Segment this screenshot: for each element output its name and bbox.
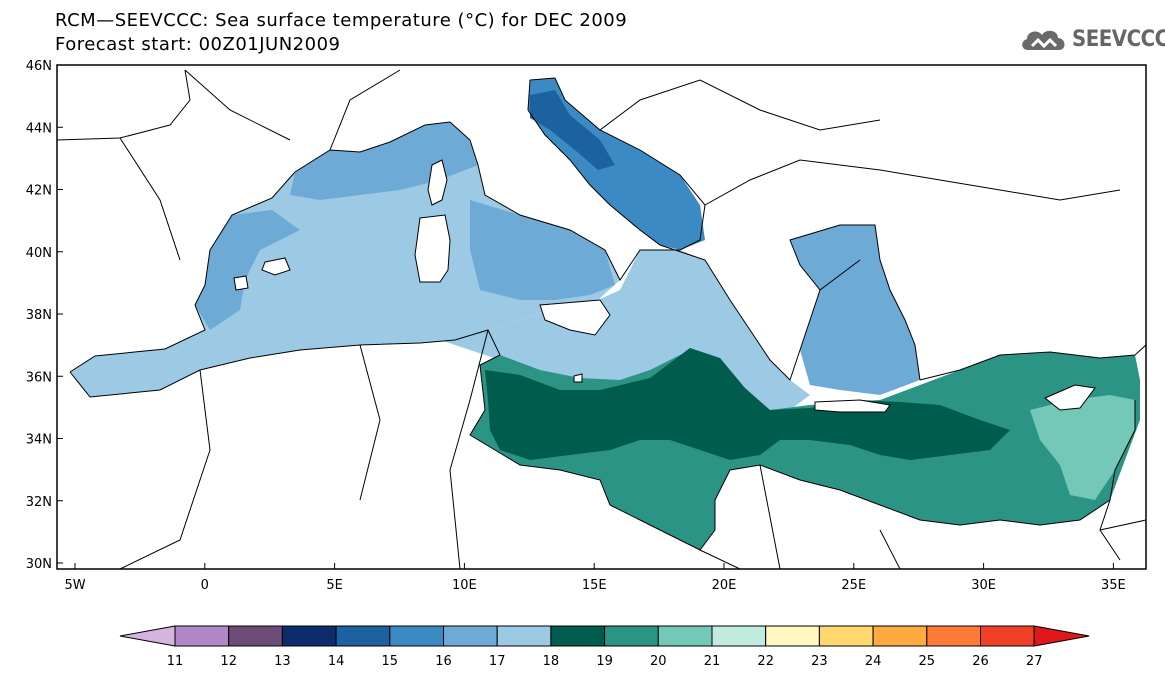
colorbar-swatch [818, 625, 874, 647]
lat-label: 42N [26, 184, 52, 199]
colorbar-swatch [657, 625, 713, 647]
map-frame [56, 64, 1147, 570]
colorbar-swatch [281, 625, 337, 647]
sea-temperature-field [70, 78, 1140, 550]
colorbar-label: 20 [650, 654, 667, 669]
lat-label: 30N [26, 557, 52, 572]
colorbar-label: 27 [1026, 654, 1043, 669]
colorbar-label: 11 [167, 654, 184, 669]
colorbar-label: 18 [543, 654, 560, 669]
sst-region-tyrrhenian [470, 200, 615, 300]
colorbar-label: 21 [704, 654, 721, 669]
colorbar-swatch [550, 625, 606, 647]
lat-label: 34N [26, 433, 52, 448]
lat-label: 44N [26, 121, 52, 136]
malta-island [573, 373, 583, 383]
sst-region-levant [1030, 395, 1135, 500]
colorbar: 11 12 13 14 15 16 17 18 19 20 21 22 23 24 25 26 27 [119, 625, 1090, 669]
seevccc-logo: SEEVCCC [1018, 24, 1165, 54]
france-italy-coastline [294, 77, 706, 281]
colorbar-label: 23 [811, 654, 828, 669]
latitude-axis: 46N 44N 42N 40N 38N 36N 34N 32N 30N [26, 59, 63, 572]
colorbar-swatch [980, 625, 1035, 647]
corsica-island [427, 159, 448, 206]
colorbar-label: 13 [274, 654, 291, 669]
cloud-icon [1022, 30, 1065, 50]
lon-label: 15E [582, 578, 607, 593]
lat-label: 46N [26, 59, 52, 74]
sardinia-island [414, 214, 451, 283]
colorbar-label: 14 [328, 654, 345, 669]
sst-region-libyan [485, 348, 1010, 460]
logo-text: SEEVCCC [1072, 26, 1165, 52]
sicily-island [539, 299, 611, 336]
colorbar-arrow-left [119, 625, 176, 647]
lon-label: 25E [841, 578, 866, 593]
colorbar-swatch [765, 625, 820, 647]
colorbar-arrow-right [1033, 625, 1090, 647]
lon-label: 30E [971, 578, 996, 593]
colorbar-label: 12 [220, 654, 237, 669]
colorbar-label: 19 [596, 654, 613, 669]
iberia-coastline [57, 69, 296, 373]
sst-region-aegean [790, 225, 920, 395]
sst-region-adriatic-north [530, 90, 615, 170]
colorbar-swatch [604, 625, 659, 647]
colorbar-swatch [496, 625, 552, 647]
colorbar-label: 16 [435, 654, 452, 669]
colorbar-swatch [872, 625, 928, 647]
lon-label: 20E [712, 578, 737, 593]
lon-label: 35E [1101, 578, 1126, 593]
lon-label: 5E [326, 578, 343, 593]
coastlines [57, 69, 1146, 569]
colorbar-label: 22 [757, 654, 774, 669]
colorbar-swatch [443, 625, 498, 647]
colorbar-label: 26 [972, 654, 989, 669]
lat-label: 38N [26, 308, 52, 323]
balkan-coastline [527, 79, 921, 381]
sst-region-west [70, 122, 620, 397]
colorbar-swatch [174, 625, 230, 647]
colorbar-swatch [389, 625, 444, 647]
colorbar-swatch [926, 625, 981, 647]
forecast-start-label: Forecast start: 00Z01JUN2009 [55, 34, 341, 55]
sst-region-algerian [195, 210, 300, 330]
crete-island [814, 399, 891, 413]
mallorca-island [261, 257, 291, 276]
ibiza-island [233, 275, 249, 291]
lon-label: 10E [452, 578, 477, 593]
lat-label: 40N [26, 246, 52, 261]
lon-label: 0 [201, 578, 209, 593]
colorbar-swatch [711, 625, 767, 647]
colorbar-label: 24 [865, 654, 882, 669]
colorbar-swatch [335, 625, 391, 647]
map-title: RCM—SEEVCCC: Sea surface temperature (°C… [55, 10, 628, 31]
cyprus-island [1044, 384, 1096, 411]
colorbar-label: 15 [382, 654, 399, 669]
colorbar-swatch [228, 625, 283, 647]
islands [233, 159, 1096, 413]
country-borders [119, 69, 1146, 569]
colorbar-label: 25 [919, 654, 936, 669]
levant-coastline [1099, 400, 1136, 561]
lat-label: 32N [26, 495, 52, 510]
anatolia-coastline [919, 344, 1146, 381]
longitude-axis: 5W 0 5E 10E 15E 20E 25E 30E 35E [64, 563, 1126, 593]
lon-label: 5W [64, 578, 85, 593]
colorbar-label: 17 [489, 654, 506, 669]
north-africa-coastline [69, 329, 1111, 551]
lat-label: 36N [26, 370, 52, 385]
